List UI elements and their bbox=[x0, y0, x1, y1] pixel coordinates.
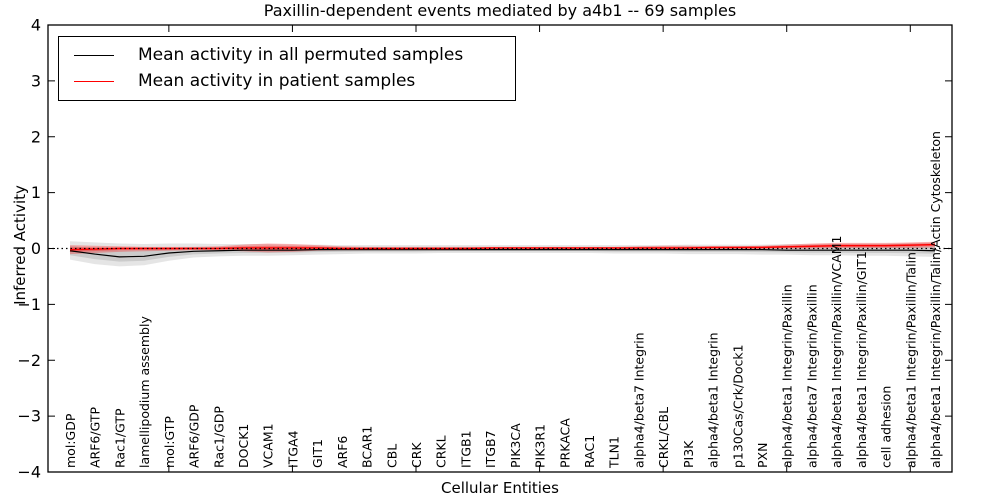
y-tick-label: −4 bbox=[17, 463, 41, 482]
entity-label: alpha4/beta1 Integrin/Paxillin/GIT1 bbox=[854, 251, 869, 468]
entity-label: cell adhesion bbox=[879, 386, 894, 468]
y-tick-label: −2 bbox=[17, 351, 41, 370]
entity-label: ITGB1 bbox=[458, 430, 473, 468]
entity-label: mol:GTP bbox=[162, 416, 177, 468]
entity-label: alpha4/beta1 Integrin bbox=[706, 332, 721, 468]
entity-label: PI3K bbox=[681, 440, 696, 468]
entity-label: CRKL/CBL bbox=[656, 407, 671, 468]
entity-label: PRKACA bbox=[557, 418, 572, 468]
y-tick-label: −1 bbox=[17, 295, 41, 314]
permuted-line-swatch bbox=[74, 54, 114, 56]
legend-label-permuted: Mean activity in all permuted samples bbox=[138, 45, 464, 65]
plot-frame bbox=[47, 24, 953, 473]
y-tick-label: 1 bbox=[31, 183, 41, 202]
entity-label: DOCK1 bbox=[236, 424, 251, 468]
entity-label: CRK bbox=[409, 442, 424, 468]
entity-label: alpha4/beta1 Integrin/Paxillin/VCAM1 bbox=[829, 236, 844, 468]
entity-label: GIT1 bbox=[310, 439, 325, 468]
entity-label: alpha4/beta1 Integrin/Paxillin bbox=[780, 284, 795, 468]
legend-entry-permuted: Mean activity in all permuted samples bbox=[59, 42, 515, 68]
patient-line-swatch bbox=[74, 80, 114, 82]
x-axis-label: Cellular Entities bbox=[441, 479, 559, 497]
y-tick-label: 3 bbox=[31, 71, 41, 90]
entity-label: TLN1 bbox=[607, 436, 622, 469]
y-tick-label: 2 bbox=[31, 127, 41, 146]
entity-label: VCAM1 bbox=[261, 423, 276, 468]
entity-label: Rac1/GDP bbox=[211, 406, 226, 468]
entity-label: alpha4/beta7 Integrin bbox=[631, 332, 646, 468]
entity-label: CBL bbox=[384, 444, 399, 468]
y-tick-label: −3 bbox=[17, 407, 41, 426]
entity-label: ARF6/GDP bbox=[187, 404, 202, 468]
entity-label: ARF6 bbox=[335, 436, 350, 468]
entity-label: p130Cas/Crk/Dock1 bbox=[730, 344, 745, 468]
entity-label: PIK3CA bbox=[508, 423, 523, 468]
entity-label: ITGB7 bbox=[483, 430, 498, 468]
y-axis-label: Inferred Activity bbox=[11, 185, 29, 305]
entity-label: PIK3R1 bbox=[533, 424, 548, 468]
entity-label: ITGA4 bbox=[285, 430, 300, 468]
permuted-mean-line bbox=[69, 249, 936, 258]
entity-label: alpha4/beta1 Integrin/Paxillin/Talin/Act… bbox=[928, 131, 943, 468]
y-tick-label: 4 bbox=[31, 16, 41, 35]
entity-label: alpha4/beta7 Integrin/Paxillin bbox=[804, 284, 819, 468]
entity-label: CRKL bbox=[434, 435, 449, 468]
chart-title: Paxillin-dependent events mediated by a4… bbox=[263, 1, 737, 20]
legend-box: Mean activity in all permuted samples Me… bbox=[58, 36, 516, 101]
y-tick-label: 0 bbox=[31, 239, 41, 258]
entity-label: RAC1 bbox=[582, 435, 597, 468]
entity-label: Rac1/GTP bbox=[112, 408, 127, 468]
entity-label: BCAR1 bbox=[360, 426, 375, 468]
entity-label: alpha4/beta1 Integrin/Paxillin/Talin bbox=[903, 252, 918, 468]
entity-label: PXN bbox=[755, 443, 770, 468]
entity-label: ARF6/GTP bbox=[88, 407, 103, 468]
entity-label: mol:GDP bbox=[63, 413, 78, 468]
legend-entry-patient: Mean activity in patient samples bbox=[59, 68, 515, 94]
entity-label: lamellipodium assembly bbox=[137, 316, 152, 468]
legend-label-patient: Mean activity in patient samples bbox=[138, 71, 416, 91]
